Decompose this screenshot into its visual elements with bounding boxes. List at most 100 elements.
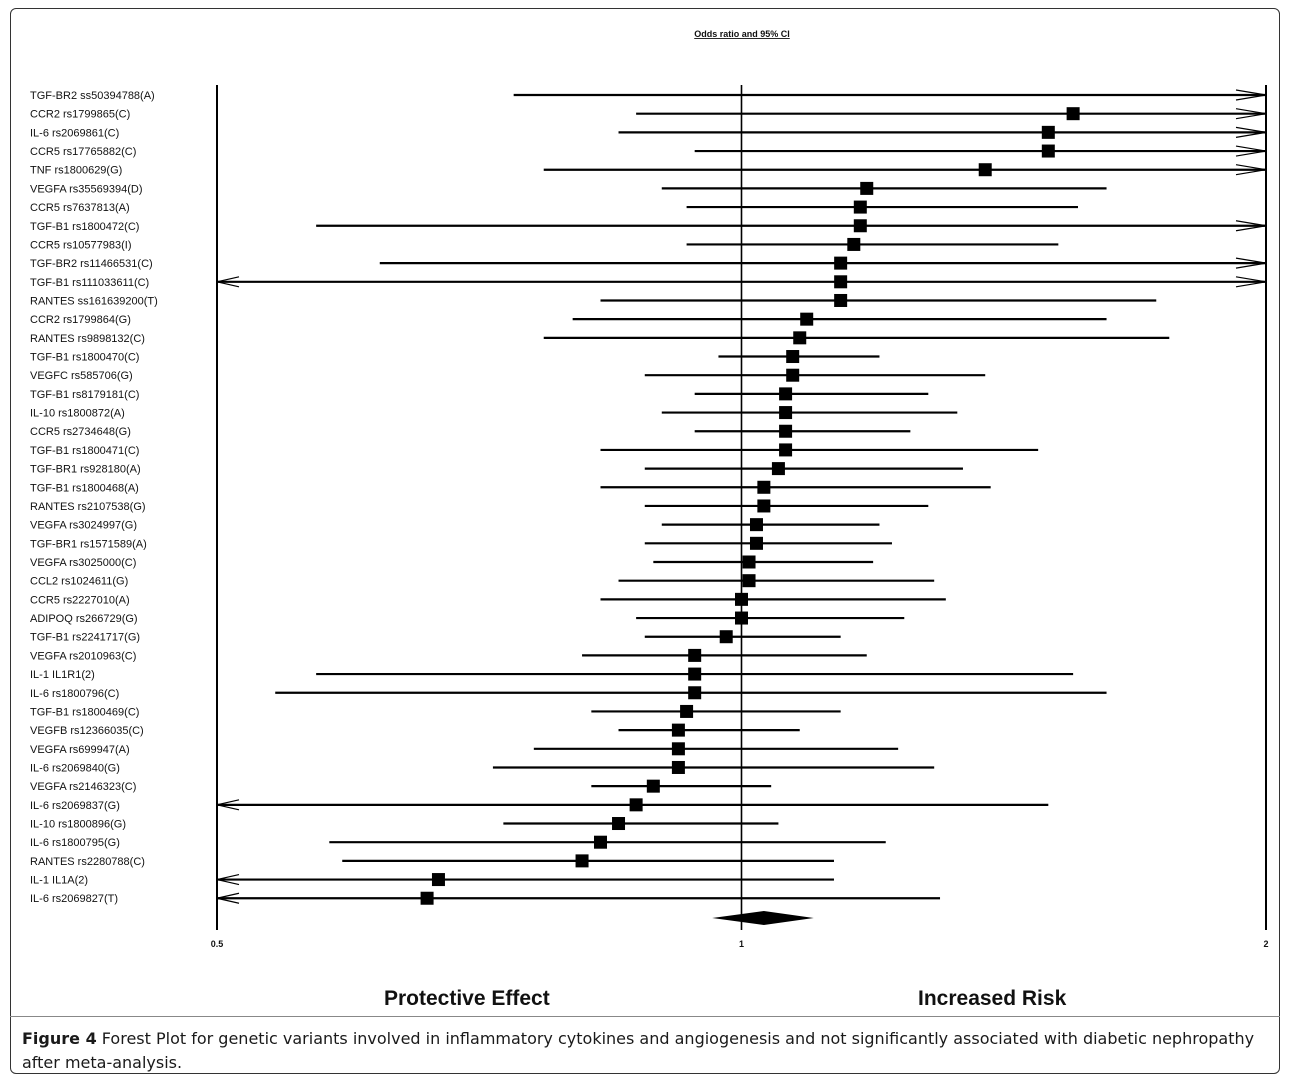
point-estimate (978, 163, 992, 177)
row-label: VEGFA rs699947(A) (30, 744, 130, 756)
point-estimate (749, 518, 763, 532)
forest-row: VEGFB rs12366035(C) (30, 723, 800, 737)
point-estimate (749, 536, 763, 550)
row-label: VEGFA rs2146323(C) (30, 781, 136, 793)
point-estimate (853, 219, 867, 233)
forest-row: IL-6 rs2069861(C) (30, 125, 1267, 139)
point-estimate (771, 462, 785, 476)
point-estimate (629, 798, 643, 812)
point-estimate (757, 480, 771, 494)
point-estimate (646, 779, 660, 793)
row-label: VEGFA rs3025000(C) (30, 557, 136, 569)
row-label: RANTES rs9898132(C) (30, 333, 145, 345)
row-label: CCR5 rs2734648(G) (30, 426, 131, 438)
point-estimate (1041, 125, 1055, 139)
row-label: VEGFB rs12366035(C) (30, 725, 144, 737)
row-label: TGF-B1 rs1800469(C) (30, 706, 139, 718)
x-tick-label: 2 (1263, 939, 1268, 949)
forest-row: IL-6 rs1800795(G) (30, 835, 886, 849)
forest-row: IL-6 rs2069837(G) (30, 798, 1049, 812)
rows-layer: TGF-BR2 ss50394788(A) CCR2 rs1799865(C) IL… (30, 89, 1267, 905)
row-label: RANTES rs2107538(G) (30, 501, 146, 513)
increased-risk-label: Increased Risk (918, 987, 1067, 1010)
point-estimate (688, 648, 702, 662)
forest-row: TGF-BR2 rs11466531(C) (30, 256, 1267, 270)
pooled-diamond (712, 911, 814, 925)
forest-row: TGF-BR2 ss50394788(A) (30, 89, 1267, 102)
forest-row: IL-6 rs2069840(G) (30, 760, 935, 774)
row-label: TGF-B1 rs1800471(C) (30, 445, 139, 457)
row-label: CCR2 rs1799865(C) (30, 109, 130, 121)
axis-layer: 0.5 1 2 (211, 85, 1269, 949)
x-tick-label: 0.5 (211, 939, 224, 949)
point-estimate (793, 331, 807, 345)
point-estimate (594, 835, 608, 849)
forest-row: IL-1 IL1R1(2) (30, 667, 1074, 681)
forest-row: VEGFA rs35569394(D) (30, 181, 1107, 195)
point-estimate (742, 555, 756, 569)
figure-caption: Figure 4 Forest Plot for genetic variant… (22, 1027, 1262, 1075)
row-label: RANTES rs2280788(C) (30, 856, 145, 868)
row-label: TGF-B1 rs1800468(A) (30, 482, 139, 494)
x-tick-label: 1 (739, 939, 744, 949)
point-estimate (671, 723, 685, 737)
row-label: IL-6 rs2069827(T) (30, 893, 118, 905)
row-label: TNF rs1800629(G) (30, 165, 122, 177)
row-label: ADIPOQ rs266729(G) (30, 613, 138, 625)
caption-divider (10, 1016, 1280, 1017)
caption-label: Figure 4 (22, 1029, 97, 1048)
point-estimate (671, 742, 685, 756)
row-label: IL-10 rs1800896(G) (30, 819, 126, 831)
point-estimate (757, 499, 771, 513)
row-label: TGF-B1 rs2241717(G) (30, 632, 140, 644)
forest-row: CCR5 rs7637813(A) (30, 200, 1078, 214)
row-label: IL-6 rs2069840(G) (30, 762, 120, 774)
row-label: CCR2 rs1799864(G) (30, 314, 131, 326)
row-label: CCR5 rs7637813(A) (30, 202, 130, 214)
forest-row: VEGFA rs3024997(G) (30, 518, 880, 532)
forest-row: IL-10 rs1800896(G) (30, 817, 779, 831)
point-estimate (834, 293, 848, 307)
point-estimate (786, 368, 800, 382)
forest-row: RANTES rs2280788(C) (30, 854, 834, 868)
forest-row: VEGFA rs3025000(C) (30, 555, 874, 569)
forest-row: CCL2 rs1024611(G) (30, 574, 935, 588)
forest-row: CCR5 rs10577983(I) (30, 237, 1059, 251)
row-label: CCR5 rs10577983(I) (30, 239, 132, 251)
forest-row: TGF-B1 rs1800472(C) (30, 219, 1267, 233)
row-label: IL-10 rs1800872(A) (30, 408, 125, 420)
point-estimate (1041, 144, 1055, 158)
forest-row: IL-10 rs1800872(A) (30, 406, 958, 420)
point-estimate (688, 686, 702, 700)
forest-row: CCR5 rs2734648(G) (30, 424, 911, 438)
row-label: TGF-BR2 rs11466531(C) (30, 258, 153, 270)
row-label: VEGFA rs3024997(G) (30, 520, 137, 532)
point-estimate (612, 817, 626, 831)
forest-row: CCR5 rs17765882(C) (30, 144, 1267, 158)
row-label: CCL2 rs1024611(G) (30, 576, 128, 588)
point-estimate (688, 667, 702, 681)
row-label: VEGFA rs2010963(C) (30, 650, 136, 662)
forest-row: RANTES rs9898132(C) (30, 331, 1170, 345)
forest-row: TGF-B1 rs1800469(C) (30, 704, 841, 718)
forest-row: IL-6 rs1800796(C) (30, 686, 1107, 700)
point-estimate (431, 873, 445, 887)
point-estimate (834, 256, 848, 270)
point-estimate (860, 181, 874, 195)
row-label: TGF-B1 rs1800470(C) (30, 352, 139, 364)
forest-row: VEGFA rs699947(A) (30, 742, 899, 756)
point-estimate (779, 443, 793, 457)
row-label: TGF-B1 rs1800472(C) (30, 221, 139, 233)
row-label: TGF-B1 rs8179181(C) (30, 389, 139, 401)
row-label: TGF-B1 rs111033611(C) (30, 277, 149, 289)
forest-row: IL-6 rs2069827(T) (30, 891, 941, 905)
forest-row: VEGFA rs2010963(C) (30, 648, 867, 662)
row-label: TGF-BR1 rs1571589(A) (30, 538, 147, 550)
point-estimate (680, 704, 694, 718)
protective-effect-label: Protective Effect (384, 987, 550, 1010)
row-label: IL-6 rs1800795(G) (30, 837, 120, 849)
forest-row: TGF-BR1 rs928180(A) (30, 462, 963, 476)
forest-row: IL-1 IL1A(2) (30, 873, 834, 887)
point-estimate (742, 574, 756, 588)
forest-row: RANTES ss161639200(T) (30, 293, 1157, 307)
